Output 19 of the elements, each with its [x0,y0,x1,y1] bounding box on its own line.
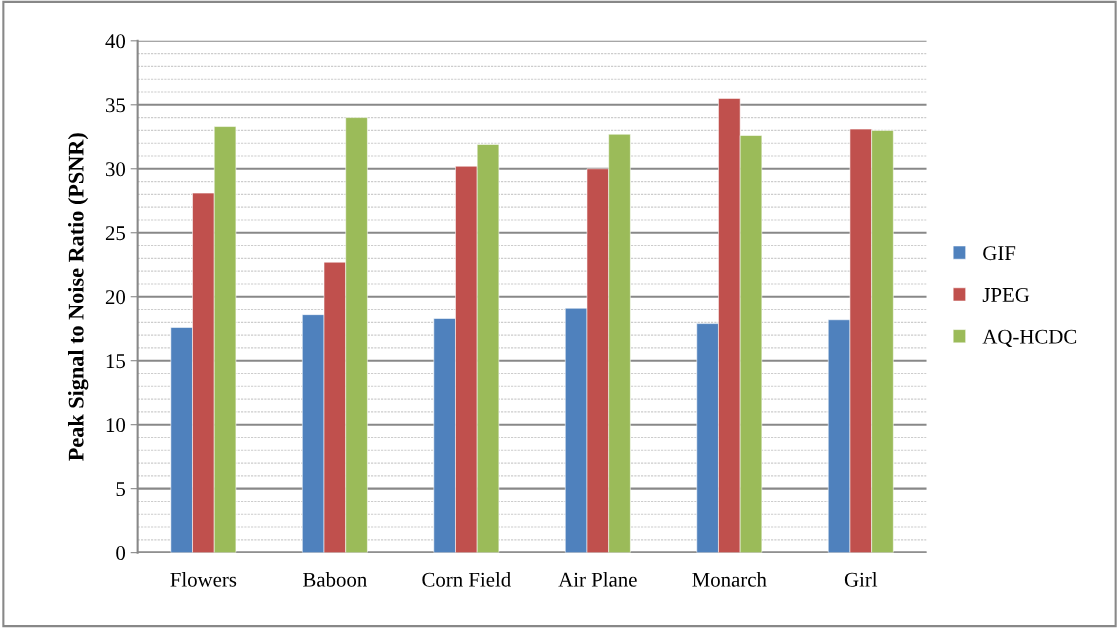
x-tick-label: Corn Field [422,572,511,587]
y-tick-label: 10 [106,418,126,433]
x-tick-label: Girl [844,572,878,587]
y-tick-label: 40 [105,34,126,49]
y-tick-label: 30 [105,162,126,177]
y-tick-label: 25 [105,226,126,241]
legend-label: AQ-HCDC [982,329,1077,347]
y-axis-title: Peak Signal to Noise Ratio (PSNR) [68,133,89,461]
y-tick-label: 20 [105,290,126,305]
legend-label: GIF [983,246,1016,261]
x-tick-label: Flowers [170,572,237,587]
x-tick-label: Air Plane [558,572,637,587]
legend-label: JPEG [982,287,1030,302]
y-tick-label: 15 [106,354,126,369]
x-tick-label: Baboon [303,572,367,587]
x-tick-label: Monarch [692,572,767,587]
y-tick-label: 5 [116,482,126,497]
y-tick-label: 0 [116,546,126,561]
y-tick-label: 35 [105,98,126,113]
